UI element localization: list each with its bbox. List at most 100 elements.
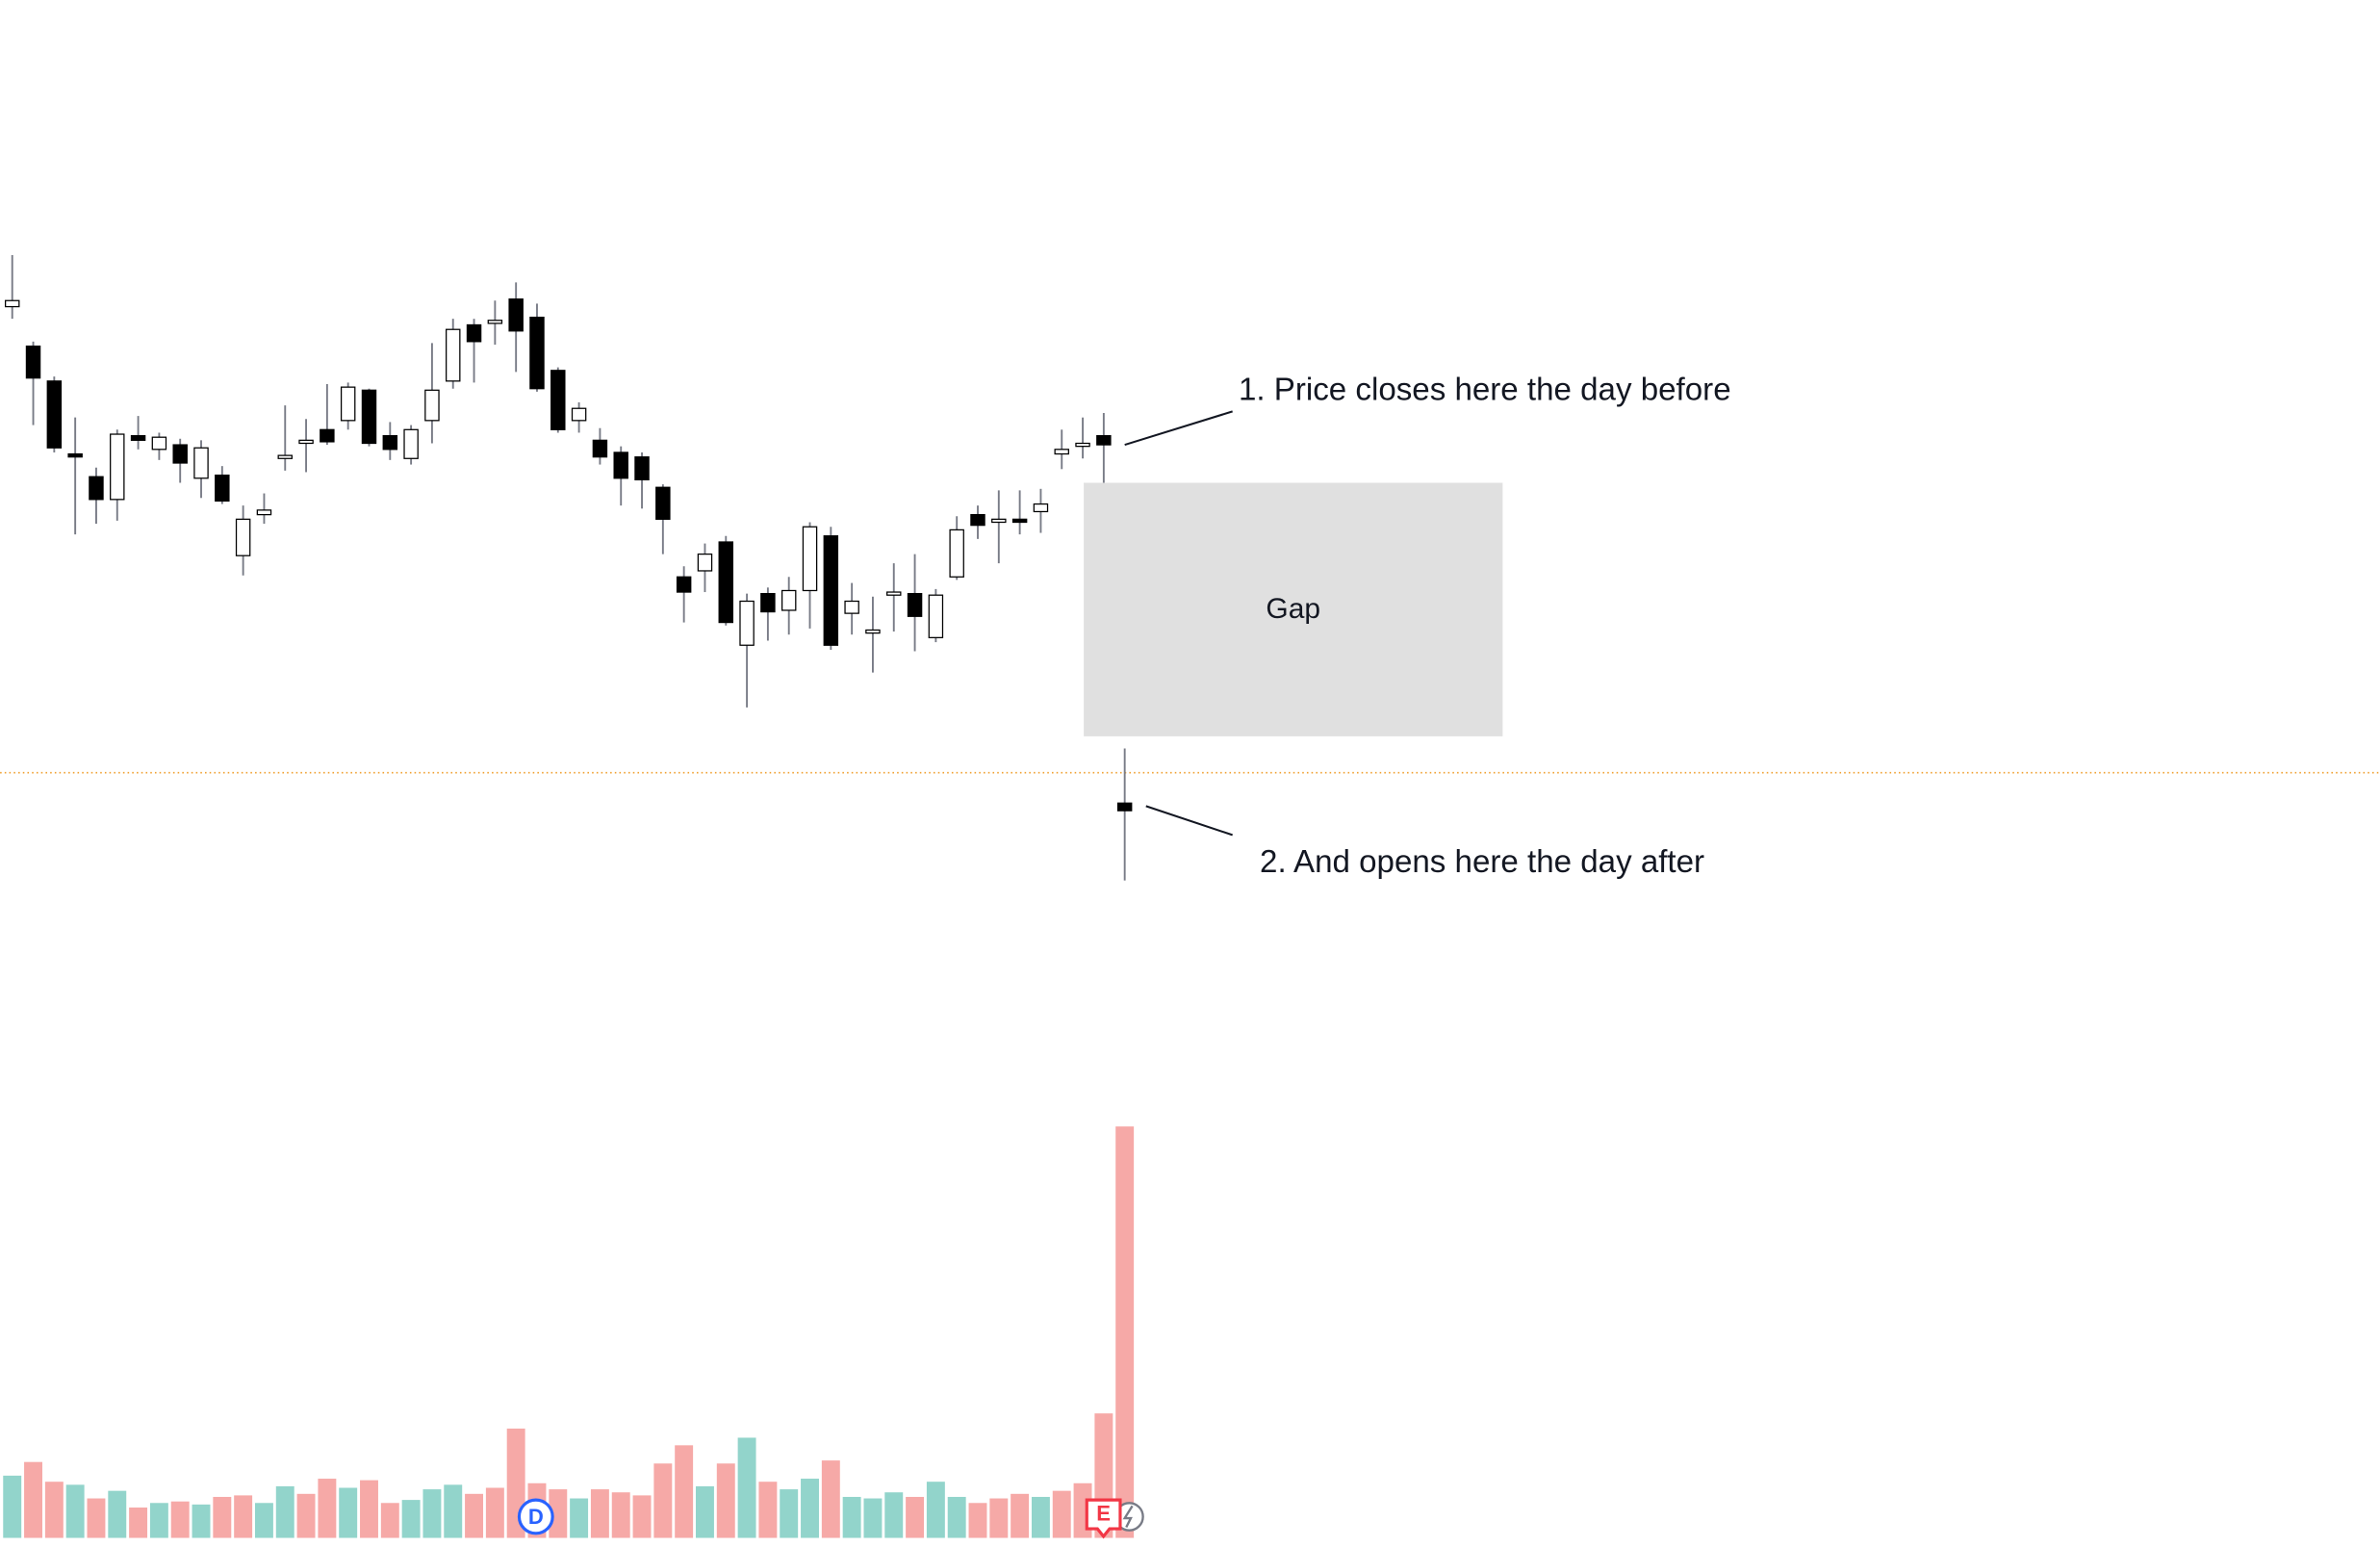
- candle-body: [1096, 434, 1112, 446]
- candle-body: [718, 541, 734, 624]
- candle-body: [361, 389, 377, 445]
- candle-body: [403, 428, 419, 459]
- volume-bar: [422, 1489, 442, 1538]
- volume-bar: [380, 1503, 399, 1538]
- volume-bar: [108, 1490, 127, 1538]
- volume-bar: [696, 1485, 714, 1538]
- candle-body: [844, 600, 859, 614]
- candle-body: [46, 380, 63, 449]
- candle-body: [25, 345, 41, 379]
- annotation: 1. Price closes here the day before: [1239, 373, 1731, 408]
- event-marker[interactable]: E: [1085, 1498, 1144, 1539]
- candle-body: [340, 386, 356, 422]
- volume-bar: [339, 1487, 358, 1538]
- volume-bar: [611, 1492, 630, 1538]
- volume-bar: [989, 1498, 1009, 1538]
- candle-body: [886, 591, 902, 596]
- volume-bar: [716, 1463, 735, 1538]
- candle-body: [949, 529, 964, 578]
- volume-bar: [884, 1492, 904, 1538]
- candle-body: [760, 592, 776, 613]
- candle-body: [67, 452, 83, 458]
- candle-body: [424, 389, 440, 422]
- candle-body: [865, 629, 881, 634]
- volume-bar: [780, 1489, 799, 1538]
- volume-bar: [968, 1503, 987, 1538]
- candle-body: [634, 456, 650, 480]
- candle-body: [1033, 503, 1049, 513]
- volume-bar: [1052, 1490, 1071, 1538]
- event-label[interactable]: E: [1096, 1502, 1111, 1526]
- candle-body: [466, 323, 482, 343]
- event-label[interactable]: D: [528, 1505, 544, 1529]
- volume-bar: [675, 1445, 694, 1538]
- volume-bar: [801, 1479, 819, 1538]
- event-badge[interactable]: [1085, 1498, 1122, 1539]
- candle-body: [571, 407, 587, 422]
- candle-body: [823, 535, 839, 646]
- candle-body: [193, 447, 209, 479]
- volume-bar: [149, 1503, 168, 1538]
- candle-body: [130, 434, 146, 441]
- volume-bar: [44, 1482, 64, 1538]
- candle-body: [508, 298, 524, 332]
- event-marker[interactable]: D: [517, 1498, 554, 1535]
- candle-body: [1054, 449, 1069, 455]
- volume-bar: [275, 1485, 294, 1538]
- volume-bar: [65, 1484, 85, 1538]
- volume-bar: [821, 1460, 840, 1538]
- candle-body: [256, 509, 272, 516]
- candle-body: [1075, 442, 1090, 448]
- volume-bar: [758, 1482, 778, 1538]
- candle-body: [1011, 518, 1028, 524]
- gap-box: [1084, 482, 1503, 736]
- candle-body: [172, 444, 188, 464]
- candle-body: [89, 476, 104, 501]
- candle-body: [739, 600, 755, 646]
- volume-bar: [170, 1501, 190, 1538]
- volume-bar: [24, 1461, 42, 1538]
- volume-bar: [1031, 1496, 1050, 1538]
- volume-bar: [318, 1479, 337, 1538]
- leader-line: [1124, 410, 1233, 447]
- candle-body: [655, 486, 671, 520]
- volume-bar: [192, 1504, 211, 1538]
- volume-bar: [653, 1463, 673, 1538]
- volume-bar: [360, 1480, 378, 1538]
- candle-body: [991, 518, 1007, 524]
- volume-bar: [444, 1484, 463, 1538]
- candle-body: [781, 589, 797, 611]
- annotation: 2. And opens here the day after: [1260, 844, 1704, 880]
- candle-body: [697, 553, 713, 572]
- candle-body: [277, 454, 293, 459]
- candle-body: [151, 436, 167, 451]
- volume-bar: [632, 1495, 652, 1538]
- candle-body: [298, 439, 314, 445]
- volume-bar: [296, 1493, 316, 1538]
- volume-bar: [1115, 1126, 1135, 1538]
- volume-bar: [254, 1503, 273, 1538]
- volume-bar: [926, 1482, 945, 1538]
- annotation: Gap: [1266, 593, 1320, 625]
- candle-body: [550, 370, 566, 430]
- event-badge[interactable]: [517, 1498, 554, 1535]
- volume-bar: [549, 1489, 568, 1538]
- candle-body: [802, 526, 818, 592]
- volume-bar: [1011, 1493, 1030, 1538]
- volume-bar: [3, 1475, 22, 1538]
- volume-bar: [234, 1495, 253, 1538]
- volume-bar: [87, 1498, 106, 1538]
- volume-bar: [485, 1487, 504, 1538]
- candle-body: [215, 474, 230, 503]
- volume-bar: [842, 1496, 861, 1538]
- volume-bar: [465, 1493, 484, 1538]
- candle-body: [110, 433, 125, 501]
- volume-bar: [401, 1500, 421, 1538]
- candle-body: [1116, 802, 1133, 812]
- candle-body: [235, 518, 251, 556]
- volume-bar: [863, 1498, 883, 1538]
- candle-body: [676, 576, 692, 593]
- candle-body: [928, 594, 944, 638]
- candle-body: [613, 451, 628, 479]
